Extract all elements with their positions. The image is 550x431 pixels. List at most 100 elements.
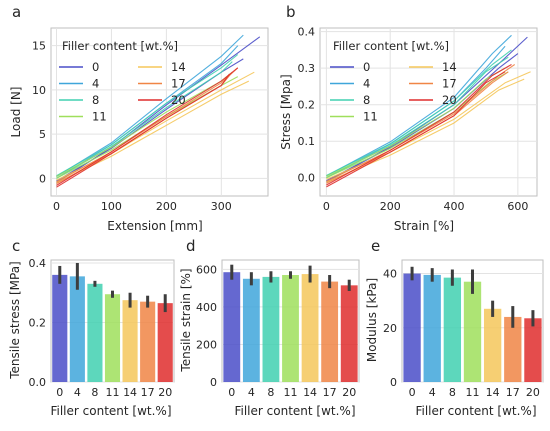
- panel-b-ytick-label: 0.4: [298, 26, 316, 39]
- panel-a-xtick-label: 0: [53, 200, 60, 213]
- panel-e-bar-4: [423, 274, 441, 382]
- panel-b-ytick-label: 0.2: [298, 99, 316, 112]
- panel-b-ytick-label: 0.3: [298, 62, 316, 75]
- panel-a-xlabel: Extension [mm]: [107, 219, 202, 233]
- panel-b-xtick-label: 200: [380, 200, 401, 213]
- panel-b-legend-title: Filler content [wt.%]: [333, 39, 449, 53]
- panel-d-xtick-label: 0: [228, 386, 235, 399]
- panel-d-ytick-label: 600: [196, 263, 217, 276]
- panel-a-series-20-line-1: [56, 73, 230, 188]
- panel-a-legend-label-20: 20: [171, 93, 186, 107]
- panel-c-ytick-label: 0.0: [29, 376, 47, 389]
- panel-e-xtick-label: 4: [429, 386, 436, 399]
- panel-c-ylabel: Tensile stress [MPa]: [8, 261, 22, 380]
- panel-c-xtick-label: 8: [91, 386, 98, 399]
- panel-label-c: c: [12, 237, 20, 255]
- panel-e-ylabel: Modulus [kPa]: [365, 278, 379, 362]
- panel-label-b: b: [286, 3, 296, 21]
- panel-d-bar-11: [282, 275, 299, 382]
- panel-a-ytick-label: 10: [32, 84, 46, 97]
- panel-a-legend-label-4: 4: [92, 77, 99, 91]
- panel-a-legend-label-11: 11: [92, 110, 107, 124]
- panel-c-bar-14: [122, 300, 138, 382]
- panel-b-xtick-label: 0: [323, 200, 330, 213]
- panel-c-xtick-label: 20: [158, 386, 172, 399]
- panel-c-xtick-label: 14: [123, 386, 137, 399]
- panel-a-series-8-line-0: [56, 54, 239, 177]
- panel-c-ytick-label: 0.2: [29, 316, 47, 329]
- panel-b-xlabel: Strain [%]: [394, 219, 454, 233]
- panel-d-xtick-label: 17: [323, 386, 337, 399]
- panel-c-xlabel: Filler content [wt.%]: [50, 404, 171, 418]
- panel-d-ytick-label: 200: [196, 338, 217, 351]
- panel-a-xtick-label: 300: [211, 200, 232, 213]
- panel-c-ytick-label: 0.4: [29, 257, 47, 270]
- panel-a-series-4-line-0: [56, 34, 244, 177]
- panel-d-ytick-label: 400: [196, 301, 217, 314]
- panel-b-legend-label-17: 17: [442, 77, 457, 91]
- panel-b-series-20-line-1: [326, 71, 506, 188]
- panel-b-ytick-label: 0.0: [298, 172, 316, 185]
- panel-b-series-20-line-0: [326, 64, 512, 186]
- panel-c-bar-11: [104, 294, 121, 382]
- panel-label-d: d: [186, 237, 196, 255]
- panel-a-xtick-label: 100: [101, 200, 122, 213]
- panel-b-series-8-line-0: [326, 49, 512, 176]
- panel-d-ylabel: Tensile strain [%]: [179, 268, 193, 372]
- panel-c-bar-17: [140, 301, 156, 382]
- panel-d-bar-0: [223, 272, 241, 382]
- panel-a-series-20-line-0: [56, 67, 239, 186]
- panel-b-series-4-line-0: [326, 34, 512, 177]
- panel-b-ytick-label: 0.1: [298, 135, 316, 148]
- panel-b-xtick-label: 600: [507, 200, 528, 213]
- panel-e-bar-8: [443, 277, 462, 382]
- panel-d-ytick-label: 0: [210, 376, 217, 389]
- panel-b-legend-label-14: 14: [442, 60, 457, 74]
- panel-label-a: a: [12, 3, 21, 21]
- panel-d-xlabel: Filler content [wt.%]: [234, 404, 355, 418]
- panel-c-xtick-label: 11: [106, 386, 120, 399]
- panel-b-ylabel: Stress [Mpa]: [279, 74, 293, 149]
- panel-a-legend-label-14: 14: [171, 60, 186, 74]
- panel-b-legend-label-20: 20: [442, 93, 457, 107]
- panel-c-xtick-label: 0: [56, 386, 63, 399]
- panel-b-legend-label-8: 8: [363, 93, 370, 107]
- panel-e-ytick-label: 20: [383, 322, 397, 335]
- panel-e-bar-20: [524, 318, 542, 382]
- panel-e-bar-17: [504, 316, 522, 382]
- panel-e-xlabel: Filler content [wt.%]: [415, 404, 536, 418]
- panel-e-ytick-label: 40: [383, 268, 397, 281]
- panel-d-bar-17: [321, 281, 339, 382]
- panel-e-bar-11: [463, 281, 482, 382]
- panel-c-bar-0: [52, 274, 68, 382]
- panel-d-bar-20: [340, 285, 358, 382]
- panel-e-ytick-label: 0: [390, 376, 397, 389]
- panel-d-xtick-label: 11: [284, 386, 298, 399]
- panel-e-xtick-label: 14: [486, 386, 500, 399]
- panel-c-xtick-label: 17: [141, 386, 155, 399]
- panel-e-xtick-label: 17: [506, 386, 520, 399]
- panel-b-legend-label-4: 4: [363, 77, 370, 91]
- panel-label-e: e: [371, 237, 380, 255]
- panel-c-xtick-label: 4: [74, 386, 81, 399]
- panel-a-xtick-label: 200: [156, 200, 177, 213]
- panel-a-ytick-label: 15: [32, 40, 46, 53]
- panel-b-legend-label-11: 11: [363, 110, 378, 124]
- panel-d-xtick-label: 4: [248, 386, 255, 399]
- panel-b-plot-area: [319, 27, 538, 197]
- panel-d-bar-14: [301, 274, 319, 382]
- panel-e-xtick-label: 0: [409, 386, 416, 399]
- panel-e-xtick-label: 11: [466, 386, 480, 399]
- panel-c-bar-4: [69, 276, 85, 382]
- panel-c-bar-8: [87, 283, 103, 382]
- panel-a-ytick-label: 5: [39, 128, 46, 141]
- panel-a-legend-label-17: 17: [171, 77, 186, 91]
- panel-a-legend-title: Filler content [wt.%]: [62, 39, 178, 53]
- panel-d-bar-8: [262, 276, 280, 382]
- panel-d-bar-4: [242, 278, 260, 382]
- panel-d-xtick-label: 8: [267, 386, 274, 399]
- panel-e-xtick-label: 8: [449, 386, 456, 399]
- panel-d-xtick-label: 14: [303, 386, 317, 399]
- panel-c-bar-20: [157, 303, 173, 382]
